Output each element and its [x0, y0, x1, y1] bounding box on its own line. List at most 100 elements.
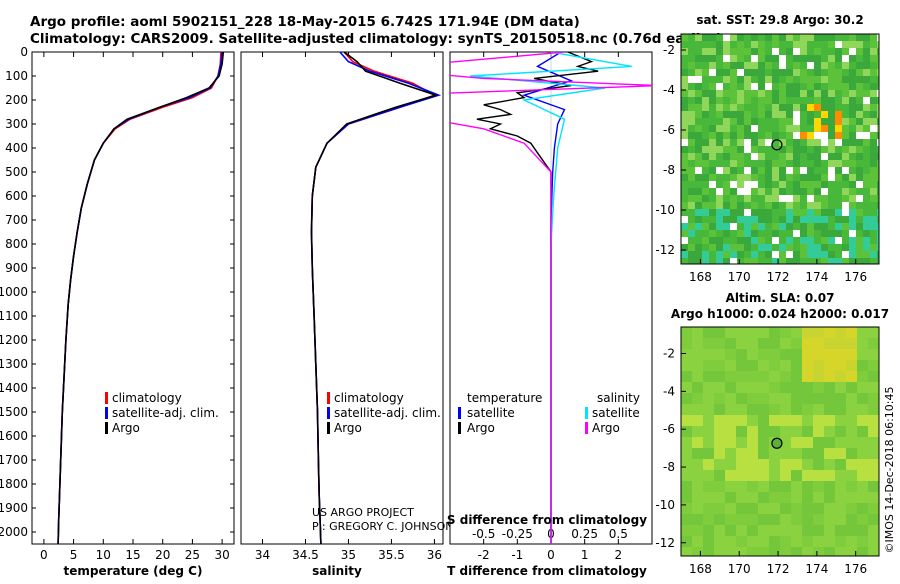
map-cell: [807, 132, 814, 139]
map-cell: [765, 174, 772, 181]
map-cell: [870, 90, 877, 97]
map-cell: [793, 62, 800, 69]
map-cell: [692, 547, 703, 556]
map-cell: [714, 404, 725, 415]
map-cell: [730, 174, 737, 181]
map-cell: [807, 83, 814, 90]
map-cell: [868, 503, 879, 514]
map-cell: [857, 338, 868, 349]
map-cell: [758, 174, 765, 181]
map-cell: [824, 349, 835, 360]
map-cell: [714, 536, 725, 547]
map-cell: [695, 118, 702, 125]
map-cell: [786, 209, 793, 216]
map-cell: [769, 349, 780, 360]
map-cell: [716, 160, 723, 167]
map-cell: [835, 146, 842, 153]
map-cell: [786, 202, 793, 209]
map-cell: [868, 536, 879, 547]
map-cell: [709, 34, 716, 41]
map-cell: [772, 230, 779, 237]
map-cell: [807, 230, 814, 237]
map-cell: [723, 41, 730, 48]
map-cell: [716, 55, 723, 62]
map-cell: [828, 41, 835, 48]
map-cell: [863, 97, 870, 104]
map-cell: [780, 547, 791, 556]
map-cell: [725, 415, 736, 426]
map-cell: [725, 349, 736, 360]
map-cell: [714, 437, 725, 448]
x-tick-label: -2: [478, 548, 490, 562]
map-cell: [758, 111, 765, 118]
map-cell: [791, 426, 802, 437]
map-cell: [737, 76, 744, 83]
map-cell: [802, 536, 813, 547]
map-cell: [758, 83, 765, 90]
map-cell: [793, 118, 800, 125]
map-cell: [716, 76, 723, 83]
map-cell: [828, 258, 835, 264]
map-cell: [702, 139, 709, 146]
map-cell: [747, 360, 758, 371]
map-cell: [793, 174, 800, 181]
map-cell: [802, 437, 813, 448]
map-cell: [714, 525, 725, 536]
map-cell: [758, 76, 765, 83]
map-cell: [681, 97, 688, 104]
map-cell: [725, 525, 736, 536]
map-cell: [828, 69, 835, 76]
map-cell: [814, 188, 821, 195]
map-cell: [736, 426, 747, 437]
map-cell: [709, 111, 716, 118]
map-cell: [868, 437, 879, 448]
map-cell: [751, 90, 758, 97]
map-cell: [821, 209, 828, 216]
map-cell: [695, 258, 702, 264]
map-cell: [709, 167, 716, 174]
map-cell: [681, 230, 688, 237]
sla-map-subtitle: Argo h1000: 0.024 h2000: 0.017: [671, 307, 889, 321]
map-cell: [716, 230, 723, 237]
map-cell: [835, 48, 842, 55]
map-cell: [758, 160, 765, 167]
map-cell: [842, 160, 849, 167]
map-cell: [695, 139, 702, 146]
t-difference-label: T difference from climatology: [447, 564, 647, 578]
map-cell: [688, 244, 695, 251]
map-cell: [842, 104, 849, 111]
map-cell: [688, 251, 695, 258]
map-cell: [744, 167, 751, 174]
map-cell: [737, 118, 744, 125]
series-line-argo: [310, 52, 439, 544]
map-cell: [821, 230, 828, 237]
map-cell: [780, 426, 791, 437]
map-cell: [786, 160, 793, 167]
map-cell: [877, 258, 879, 264]
map-cell: [716, 83, 723, 90]
map-cell: [758, 349, 769, 360]
series-line-argo: [57, 52, 225, 544]
map-cell: [751, 174, 758, 181]
map-cell: [793, 237, 800, 244]
map-cell: [723, 202, 730, 209]
map-cell: [747, 426, 758, 437]
map-cell: [821, 41, 828, 48]
map-cell: [725, 327, 736, 338]
map-cell: [842, 34, 849, 41]
map-cell: [793, 251, 800, 258]
x-tick-label: 34: [255, 548, 270, 562]
map-lat-label: -6: [663, 123, 675, 137]
map-cell: [779, 139, 786, 146]
map-cell: [857, 404, 868, 415]
map-cell: [807, 146, 814, 153]
map-cell: [863, 90, 870, 97]
map-cell: [779, 230, 786, 237]
map-cell: [772, 118, 779, 125]
depth-tick-label: 1900: [0, 501, 28, 515]
map-cell: [688, 223, 695, 230]
map-cell: [779, 118, 786, 125]
map-cell: [856, 216, 863, 223]
map-cell: [780, 360, 791, 371]
map-cell: [780, 404, 791, 415]
